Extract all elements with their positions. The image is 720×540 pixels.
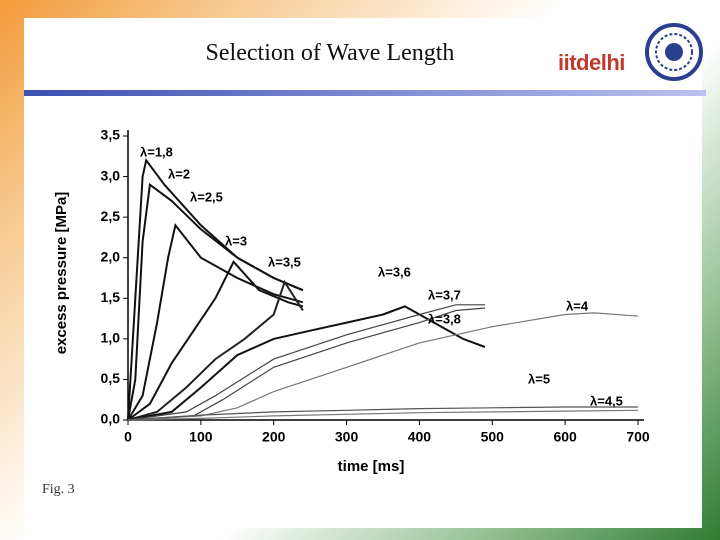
slide-title: Selection of Wave Length (205, 40, 455, 66)
y-tick-label: 1,0 (101, 330, 121, 346)
series-line (127, 307, 486, 421)
x-tick-label: 100 (189, 429, 213, 445)
y-tick-label: 1,5 (101, 289, 121, 305)
series-label: λ=1,8 (140, 144, 173, 159)
series-line (127, 409, 639, 421)
y-tick-label: 0,0 (101, 411, 121, 427)
series-line (127, 304, 485, 421)
series-line (127, 223, 304, 421)
y-tick-label: 2,5 (101, 208, 121, 224)
series-label: λ=2,5 (190, 189, 223, 204)
x-axis-label: time [ms] (338, 458, 405, 475)
caption: Fig. 3 (42, 482, 75, 497)
series-label: λ=5 (528, 371, 550, 386)
y-axis-label: excess pressure [MPa] (53, 192, 70, 355)
series-line (127, 305, 486, 421)
series-line (127, 279, 304, 421)
series-label: λ=3,8 (428, 311, 461, 326)
y-tick-label: 2,0 (101, 248, 121, 264)
x-tick-label: 200 (262, 429, 286, 445)
series-line (127, 406, 638, 421)
series-label: λ=3 (225, 233, 247, 248)
series-line (127, 182, 304, 421)
x-tick-label: 700 (626, 429, 650, 445)
series-label: λ=3,7 (428, 287, 461, 302)
y-tick-label: 3,5 (101, 127, 121, 143)
x-tick-label: 500 (481, 429, 505, 445)
series-label: λ=4 (566, 298, 589, 313)
series-label: λ=3,5 (268, 254, 301, 269)
series-line (127, 312, 639, 421)
series-label: λ=4,5 (590, 393, 623, 408)
series-label: λ=2 (168, 166, 190, 181)
title-rule (24, 90, 706, 96)
x-tick-label: 400 (408, 429, 432, 445)
y-tick-label: 0,5 (101, 370, 121, 386)
logo-emblem (645, 23, 703, 81)
x-tick-label: 300 (335, 429, 359, 445)
series-label: λ=3,6 (378, 264, 411, 279)
x-tick-label: 600 (553, 429, 577, 445)
y-tick-label: 3,0 (101, 167, 121, 183)
logo-text: iitdelhi (558, 50, 625, 75)
x-tick-label: 0 (124, 429, 132, 445)
